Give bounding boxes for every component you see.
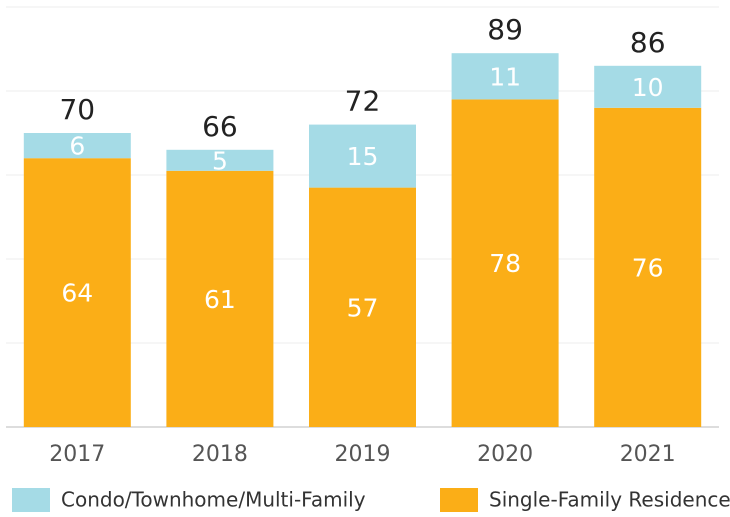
bar-segment bbox=[309, 124, 416, 188]
data-label: 57 bbox=[347, 293, 379, 322]
x-tick-label: 2020 bbox=[477, 442, 533, 467]
legend-label: Single-Family Residence bbox=[489, 488, 730, 512]
data-label: 5 bbox=[212, 146, 228, 175]
data-label: 76 bbox=[632, 253, 664, 282]
bar-segment bbox=[166, 149, 274, 171]
bar-segment bbox=[451, 53, 559, 100]
bar-segment bbox=[594, 65, 702, 108]
total-label: 89 bbox=[487, 13, 523, 46]
legend-swatch bbox=[12, 488, 50, 512]
bar-segment bbox=[309, 187, 416, 427]
total-label: 66 bbox=[202, 110, 238, 143]
bar-segment bbox=[23, 158, 131, 427]
data-label: 10 bbox=[632, 73, 664, 102]
data-label: 64 bbox=[61, 279, 93, 308]
total-label: 72 bbox=[345, 85, 381, 118]
data-label: 15 bbox=[347, 142, 379, 171]
data-label: 11 bbox=[489, 62, 521, 91]
data-label: 78 bbox=[489, 249, 521, 278]
data-label: 6 bbox=[69, 132, 85, 161]
bar-segment bbox=[594, 107, 702, 428]
total-label: 70 bbox=[59, 93, 95, 126]
data-label: 61 bbox=[204, 285, 236, 314]
bar-segment bbox=[166, 170, 274, 428]
bar-segment bbox=[451, 99, 559, 428]
total-label: 86 bbox=[630, 26, 666, 59]
legend-label: Condo/Townhome/Multi-Family bbox=[61, 488, 366, 512]
x-tick-label: 2019 bbox=[335, 442, 391, 467]
legend-swatch bbox=[440, 488, 478, 512]
x-tick-label: 2018 bbox=[192, 442, 248, 467]
x-tick-label: 2017 bbox=[49, 442, 105, 467]
bar-segment bbox=[23, 133, 131, 159]
x-tick-label: 2021 bbox=[620, 442, 676, 467]
